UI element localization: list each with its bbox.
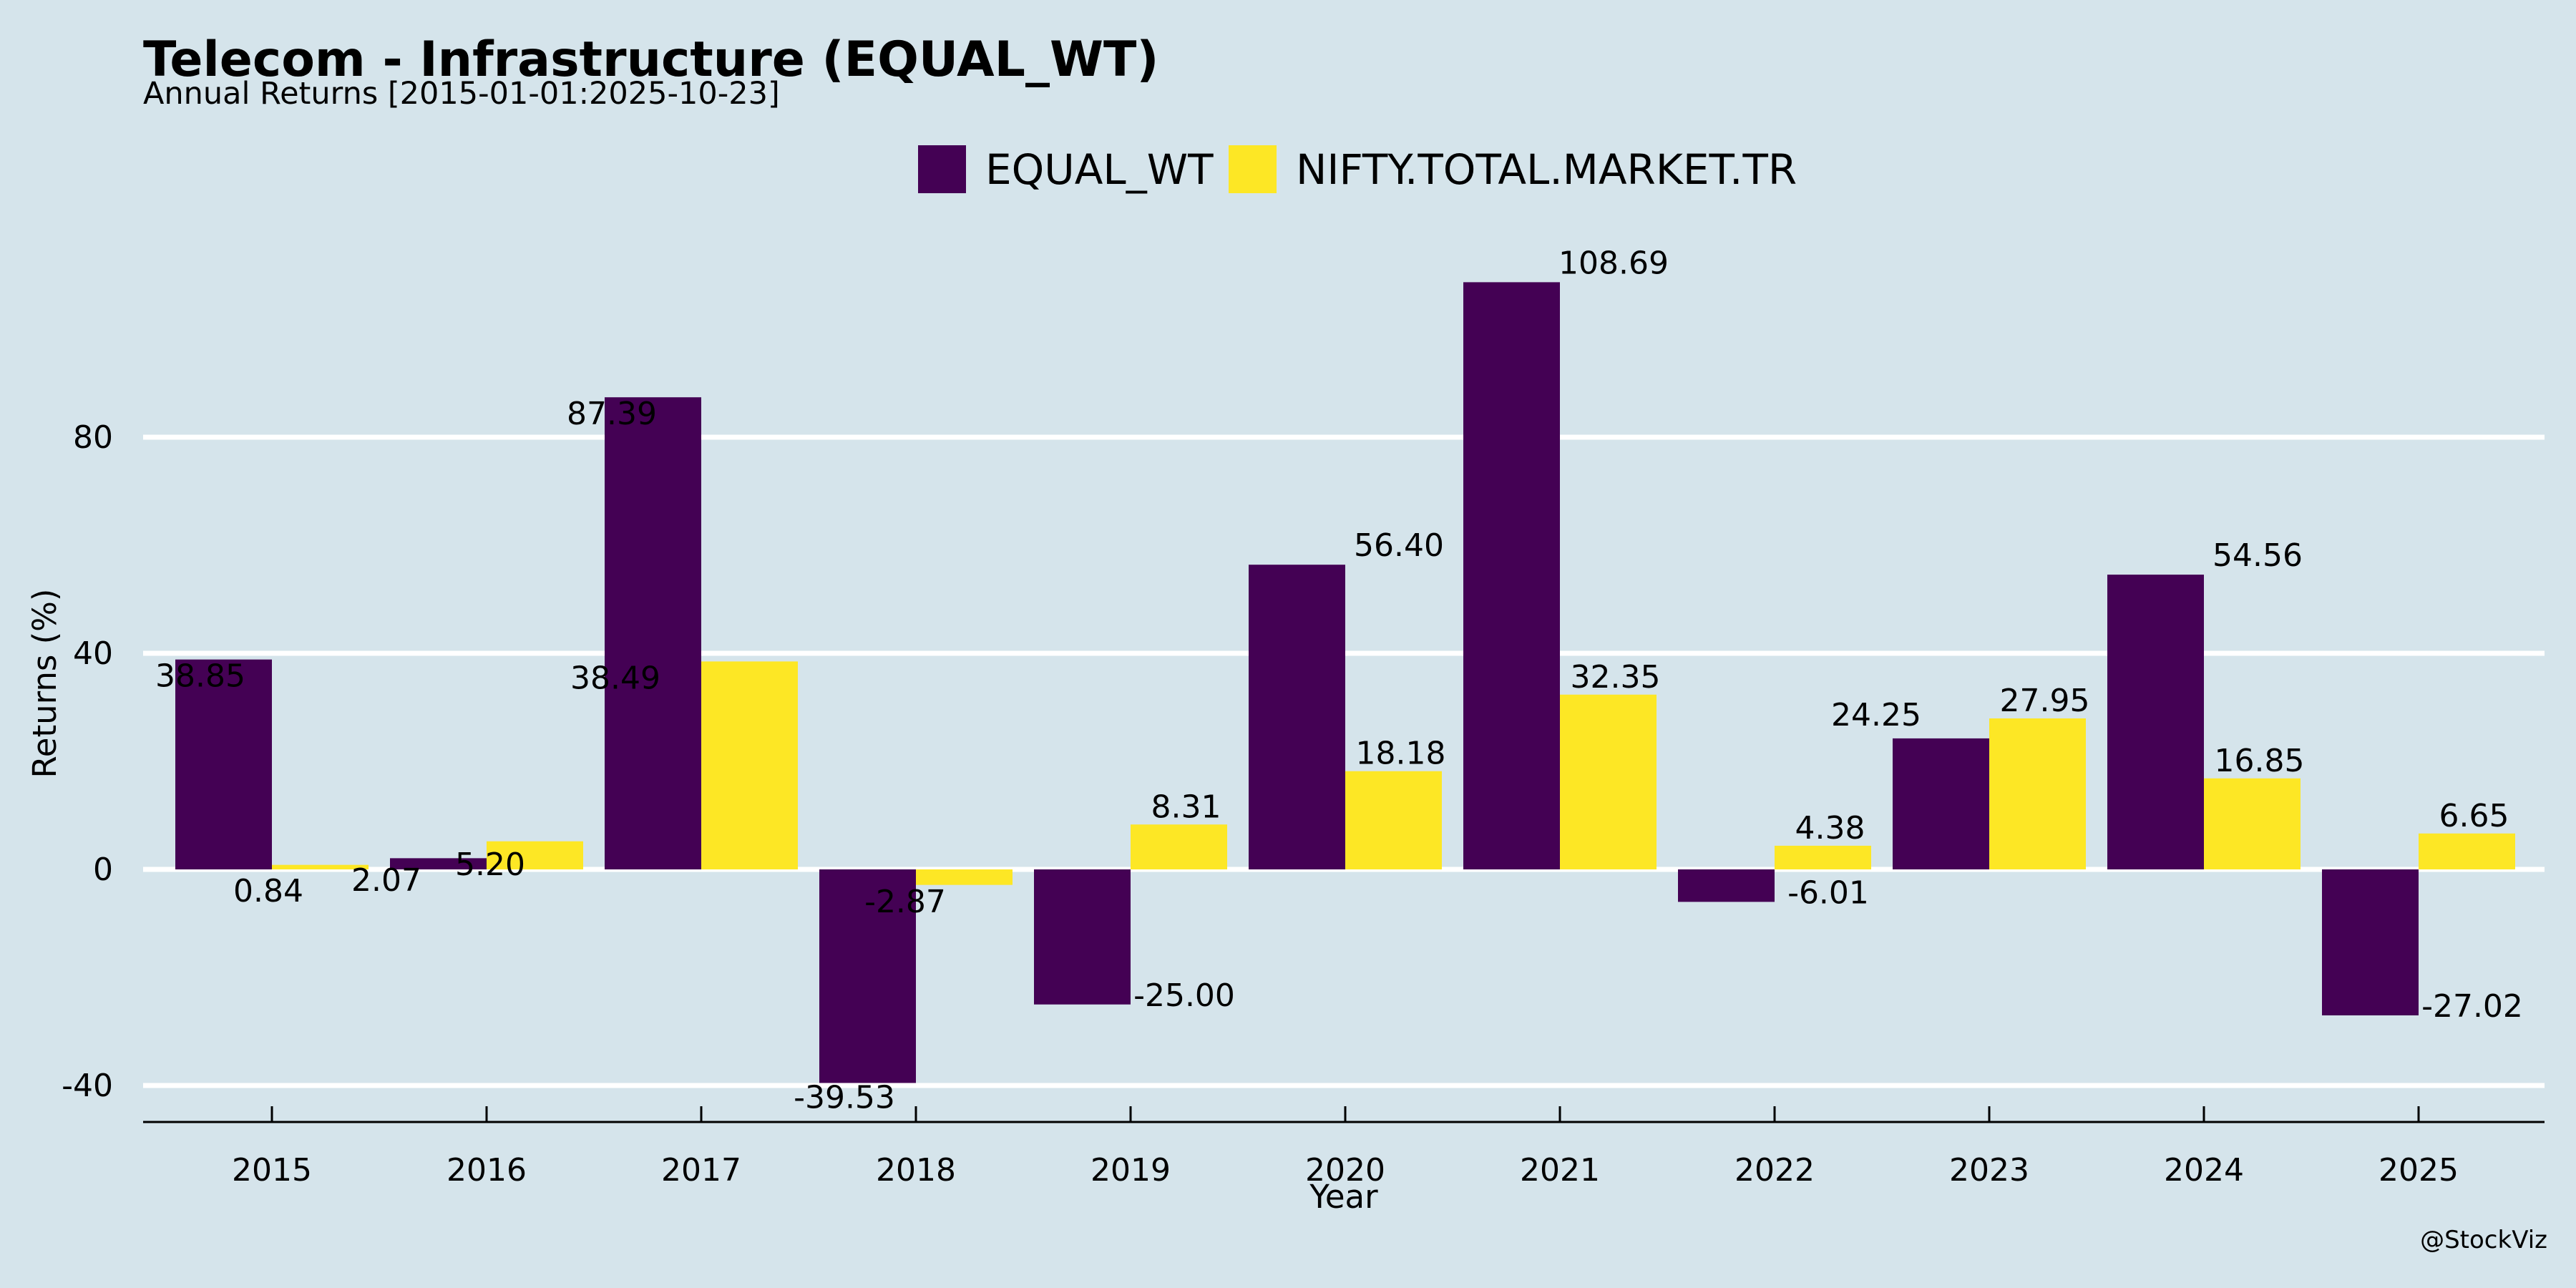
bars [175,282,2515,1083]
data-label: 18.18 [1356,736,1446,772]
bar-equal-wt-2023 [1893,738,1989,869]
x-tick-label: 2016 [447,1152,527,1189]
legend-swatch [1229,145,1277,193]
data-label: -25.00 [1133,977,1235,1014]
bar-equal-wt-2020 [1249,565,1345,869]
data-labels: 38.85 0.84 2.07 5.20 87.39 38.49 -39.53 -2.87 -2… [155,245,2523,1116]
bar-equal-wt-2017 [605,397,701,869]
x-tick-label: 2025 [2379,1152,2459,1189]
watermark: @StockViz [2420,1226,2547,1254]
y-axis-label: Returns (%) [26,589,64,779]
bar-nifty-total-market-tr-2017 [701,661,798,869]
y-tick-label: 40 [73,635,113,672]
legend-swatch [918,145,966,193]
bar-equal-wt-2025 [2322,869,2419,1016]
data-label: 24.25 [1831,697,1921,733]
y-tick-label: -40 [62,1068,113,1104]
x-tick-label: 2023 [1949,1152,2029,1189]
bar-equal-wt-2022 [1678,869,1775,902]
data-label: 32.35 [1571,659,1661,696]
x-axis-label: Year [1309,1178,1378,1216]
bar-nifty-total-market-tr-2023 [1989,718,2086,869]
x-tick-label: 2019 [1091,1152,1171,1189]
data-label: 0.84 [233,873,303,909]
data-label: 38.85 [155,658,245,695]
bar-nifty-total-market-tr-2025 [2419,833,2515,869]
bar-nifty-total-market-tr-2018 [916,869,1013,885]
data-label: 38.49 [570,660,660,696]
y-tick-label: 80 [73,419,113,456]
x-axis: 2015 2016 2017 2018 2019 2020 2021 2022 2023 2024… [143,1106,2545,1189]
data-label: -6.01 [1787,874,1869,911]
bar-equal-wt-2019 [1034,869,1131,1005]
x-tick-label: 2020 [1305,1152,1385,1189]
x-tick-label: 2024 [2164,1152,2244,1189]
data-label: 108.69 [1558,245,1669,281]
y-axis: -40 0 40 80 [62,419,113,1104]
x-tick-label: 2022 [1735,1152,1815,1189]
legend-label: NIFTY.TOTAL.MARKET.TR [1296,145,1797,194]
data-label: 5.20 [455,847,525,883]
chart-legend: EQUAL_WT NIFTY.TOTAL.MARKET.TR [918,145,1797,194]
x-tick-label: 2018 [876,1152,956,1189]
bar-equal-wt-2021 [1463,282,1560,869]
bar-equal-wt-2018 [819,869,916,1083]
data-label: 2.07 [351,862,421,899]
data-label: 56.40 [1354,527,1444,564]
data-label: 4.38 [1795,810,1865,847]
legend-label: EQUAL_WT [985,145,1214,194]
y-tick-label: 0 [93,852,113,888]
chart-subtitle: Annual Returns [2015-01-01:2025-10-23] [143,76,780,112]
bar-nifty-total-market-tr-2022 [1775,845,1871,869]
x-tick-label: 2021 [1520,1152,1600,1189]
bar-equal-wt-2024 [2107,575,2204,869]
data-label: -2.87 [864,884,946,920]
data-label: 27.95 [2000,683,2090,719]
x-tick-label: 2017 [661,1152,741,1189]
data-label: -39.53 [794,1079,895,1116]
bar-nifty-total-market-tr-2024 [2204,778,2301,869]
data-label: 16.85 [2215,743,2305,779]
bar-nifty-total-market-tr-2015 [272,864,369,869]
x-tick-label: 2015 [232,1152,312,1189]
chart-title: Telecom - Infrastructure (EQUAL_WT) [143,31,1158,88]
data-label: -27.02 [2421,988,2523,1025]
bar-nifty-total-market-tr-2021 [1560,694,1657,869]
data-label: 6.65 [2439,798,2509,834]
data-label: 54.56 [2212,537,2303,574]
data-label: 87.39 [567,396,657,432]
bar-nifty-total-market-tr-2020 [1345,771,1442,869]
bar-nifty-total-market-tr-2016 [487,841,583,869]
bar-equal-wt-2015 [175,659,272,869]
bar-equal-wt-2016 [390,858,487,869]
bar-nifty-total-market-tr-2019 [1131,824,1227,869]
data-label: 8.31 [1151,789,1221,825]
